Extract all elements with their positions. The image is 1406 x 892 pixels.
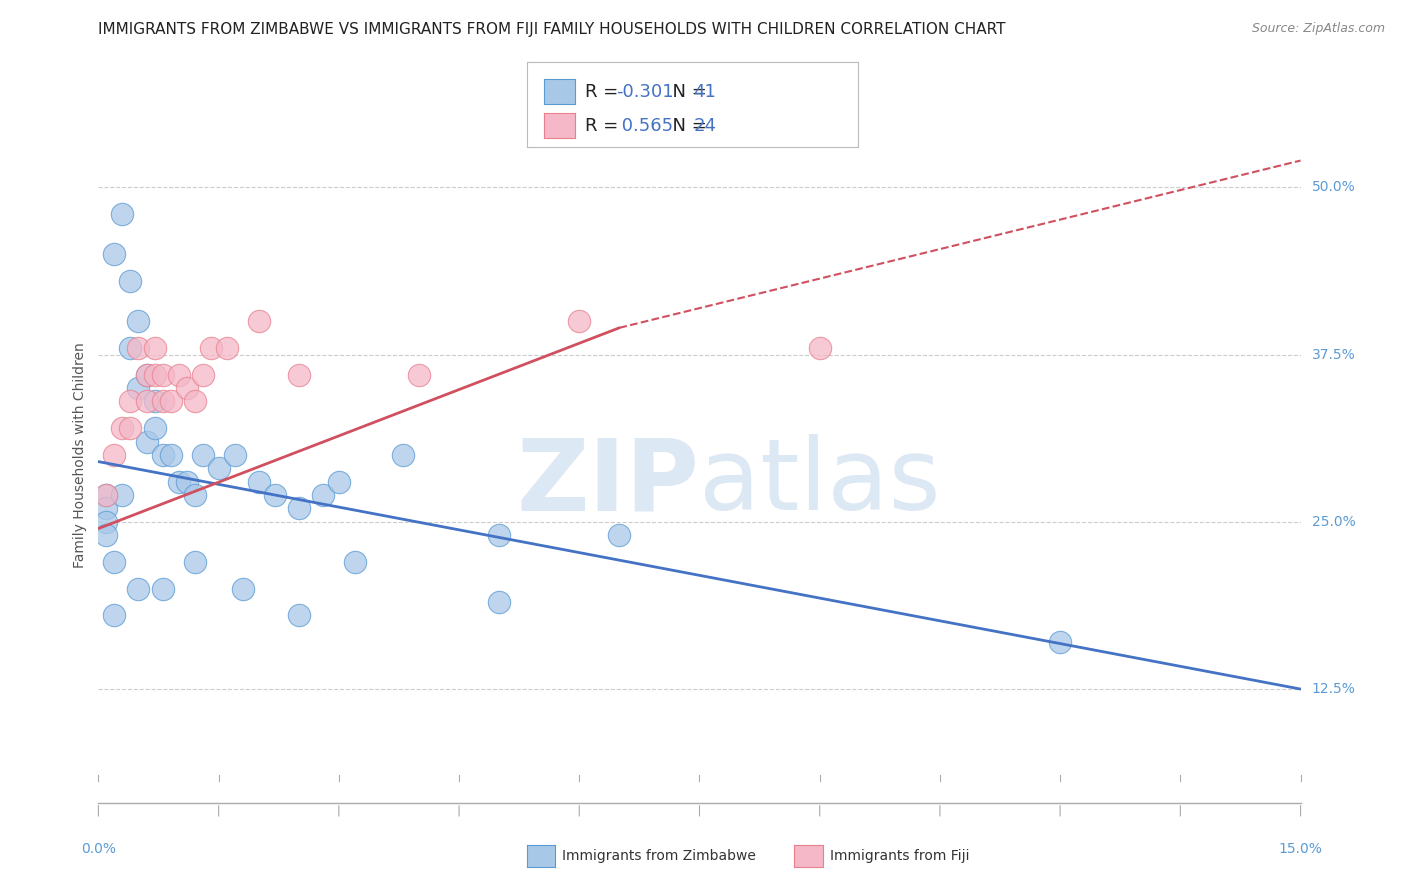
Point xyxy=(200,341,222,355)
Text: 15.0%: 15.0% xyxy=(1278,842,1323,855)
Text: 37.5%: 37.5% xyxy=(1312,348,1355,361)
Point xyxy=(191,448,214,462)
Point xyxy=(167,475,190,489)
Point xyxy=(96,528,118,542)
Point xyxy=(96,488,118,502)
Point xyxy=(176,475,198,489)
Point xyxy=(247,314,270,328)
Point xyxy=(120,421,142,435)
Point xyxy=(328,475,350,489)
Text: 0.0%: 0.0% xyxy=(82,842,115,855)
Point xyxy=(135,394,157,409)
Text: IMMIGRANTS FROM ZIMBABWE VS IMMIGRANTS FROM FIJI FAMILY HOUSEHOLDS WITH CHILDREN: IMMIGRANTS FROM ZIMBABWE VS IMMIGRANTS F… xyxy=(98,22,1005,37)
Point xyxy=(488,595,510,609)
Text: ZIP: ZIP xyxy=(516,434,699,532)
Point xyxy=(263,488,285,502)
Point xyxy=(143,368,166,382)
Text: 0.565: 0.565 xyxy=(616,117,673,135)
Point xyxy=(135,368,157,382)
Point xyxy=(343,555,366,569)
Point xyxy=(568,314,591,328)
Point xyxy=(176,381,198,395)
Point xyxy=(183,394,205,409)
Point xyxy=(128,582,150,596)
Text: 41: 41 xyxy=(693,83,716,101)
Point xyxy=(408,368,430,382)
Text: R =: R = xyxy=(585,117,624,135)
Point xyxy=(152,448,174,462)
Point xyxy=(120,341,142,355)
Text: 24: 24 xyxy=(693,117,716,135)
Point xyxy=(128,314,150,328)
Point xyxy=(96,488,118,502)
Point xyxy=(288,608,311,623)
Point xyxy=(103,608,125,623)
Point xyxy=(247,475,270,489)
Text: N =: N = xyxy=(661,83,713,101)
Point xyxy=(167,368,190,382)
Point xyxy=(96,515,118,529)
Text: N =: N = xyxy=(661,117,713,135)
Point xyxy=(312,488,335,502)
Y-axis label: Family Households with Children: Family Households with Children xyxy=(73,342,87,568)
Point xyxy=(159,394,181,409)
Point xyxy=(808,341,831,355)
Point xyxy=(96,501,118,516)
Text: Source: ZipAtlas.com: Source: ZipAtlas.com xyxy=(1251,22,1385,36)
Text: Immigrants from Zimbabwe: Immigrants from Zimbabwe xyxy=(562,849,756,863)
Point xyxy=(135,434,157,449)
Point xyxy=(183,488,205,502)
Text: Immigrants from Fiji: Immigrants from Fiji xyxy=(830,849,969,863)
Point xyxy=(224,448,246,462)
Point xyxy=(120,394,142,409)
Point xyxy=(152,368,174,382)
Point xyxy=(609,528,631,542)
Text: 50.0%: 50.0% xyxy=(1312,180,1355,194)
Point xyxy=(152,582,174,596)
Point xyxy=(232,582,254,596)
Point xyxy=(103,448,125,462)
Point xyxy=(488,528,510,542)
Point xyxy=(143,341,166,355)
Text: -0.301: -0.301 xyxy=(616,83,673,101)
Point xyxy=(191,368,214,382)
Point xyxy=(111,421,134,435)
Text: 12.5%: 12.5% xyxy=(1312,682,1355,696)
Point xyxy=(288,368,311,382)
Point xyxy=(135,368,157,382)
Point xyxy=(128,341,150,355)
Point xyxy=(111,488,134,502)
Point xyxy=(392,448,415,462)
Point xyxy=(183,555,205,569)
Point xyxy=(143,421,166,435)
Text: 25.0%: 25.0% xyxy=(1312,515,1355,529)
Point xyxy=(215,341,238,355)
Point xyxy=(1049,635,1071,649)
Point xyxy=(128,381,150,395)
Point xyxy=(103,555,125,569)
Point xyxy=(143,394,166,409)
Text: atlas: atlas xyxy=(699,434,941,532)
Point xyxy=(120,274,142,288)
Text: R =: R = xyxy=(585,83,624,101)
Point xyxy=(159,448,181,462)
Point xyxy=(103,247,125,261)
Point xyxy=(288,501,311,516)
Point xyxy=(208,461,231,475)
Point xyxy=(111,207,134,221)
Point xyxy=(152,394,174,409)
